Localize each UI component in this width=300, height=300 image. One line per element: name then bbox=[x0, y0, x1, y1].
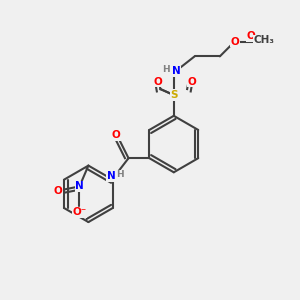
Text: O: O bbox=[230, 37, 239, 46]
Text: H: H bbox=[162, 65, 169, 74]
Text: O: O bbox=[153, 76, 162, 87]
Text: S: S bbox=[170, 90, 178, 100]
Text: N: N bbox=[75, 182, 84, 191]
Text: O: O bbox=[188, 76, 197, 87]
Text: O⁻: O⁻ bbox=[72, 207, 87, 217]
Text: O: O bbox=[112, 130, 120, 140]
Text: O: O bbox=[247, 31, 255, 41]
Text: H: H bbox=[116, 170, 124, 179]
Text: CH₃: CH₃ bbox=[253, 35, 274, 45]
Text: N: N bbox=[107, 171, 116, 181]
Text: N: N bbox=[172, 66, 181, 76]
Text: O: O bbox=[54, 186, 62, 196]
Text: O: O bbox=[256, 37, 265, 46]
